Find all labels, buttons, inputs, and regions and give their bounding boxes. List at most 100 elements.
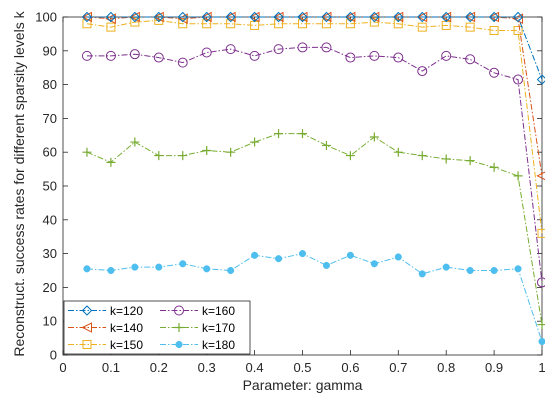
x-tick-label: 0.5 [293,360,311,375]
series-line [87,46,543,283]
y-tick-label: 90 [43,43,57,58]
data-point [417,151,427,161]
data-point [370,260,378,268]
data-point [440,11,452,23]
data-point [203,265,211,273]
data-point [129,11,141,23]
data-point [345,52,356,63]
data-point [418,270,426,278]
legend-swatch-marker [81,305,93,316]
data-point [441,154,451,164]
data-point [225,44,236,55]
data-point [226,147,236,157]
data-point [321,140,331,150]
data-point [227,266,235,275]
data-point [321,11,332,23]
data-point [369,11,380,23]
series-k-180 [83,250,545,346]
data-point [154,151,164,161]
x-tick-label: 0.3 [198,360,216,375]
x-tick-label: 1 [538,360,545,375]
legend-label: k=120 [110,304,143,318]
data-point [274,129,284,139]
legend-item-k-180: k=180 [160,338,235,352]
x-axis-title: Parameter: gamma [243,377,363,393]
legend-label: k=160 [202,304,235,318]
data-point [465,156,475,166]
data-point [130,137,140,147]
data-point [345,11,356,23]
data-point [512,11,524,23]
legend-item-k-170: k=170 [160,321,235,335]
series-line [86,253,543,342]
legend-label: k=180 [202,338,235,352]
data-point [177,11,188,23]
data-point [153,52,164,63]
data-point [536,171,545,181]
data-point [177,57,188,68]
data-point [250,137,260,147]
series-k-160 [81,42,545,288]
y-tick-label: 70 [43,111,57,126]
y-axis-title: Reconstruct. success rates for different… [11,10,27,356]
data-point [536,74,545,85]
data-point [489,67,500,78]
data-point [514,265,522,273]
legend-item-k-120: k=120 [68,304,143,318]
legend-label: k=150 [110,338,143,352]
y-tick-label: 60 [43,145,57,160]
data-point [369,50,380,61]
data-point [537,277,545,288]
data-point [105,50,116,61]
y-tick-label: 10 [43,314,57,329]
y-tick-label: 30 [43,246,57,261]
data-point [81,50,92,61]
data-point [417,66,428,77]
series-line [87,16,543,80]
data-point [249,11,260,23]
legend-item-k-160: k=160 [160,304,235,318]
data-point [538,337,545,346]
data-point [131,263,139,271]
data-point [297,11,308,23]
data-point [129,49,140,60]
legend-label: k=140 [110,321,143,335]
y-tick-label: 20 [43,280,57,295]
data-point [225,11,236,23]
data-point [178,19,188,29]
data-point [155,263,163,271]
data-point [249,50,260,61]
legend-swatch-marker [175,340,183,349]
data-point [537,320,545,330]
data-point [321,42,332,53]
legend-swatch-marker [174,305,184,316]
y-tick-label: 0 [50,348,57,363]
data-point [345,151,355,161]
series-k-120 [81,11,545,85]
legend-swatch-marker [81,322,92,333]
data-point [106,157,116,167]
x-tick-label: 0.8 [437,360,455,375]
data-point [201,11,212,23]
data-point [105,11,117,23]
data-point [441,50,452,61]
x-tick-label: 0.1 [102,360,120,375]
x-tick-label: 0.6 [341,360,359,375]
data-point [130,17,140,27]
series-k-140 [81,11,545,181]
data-point [322,261,331,269]
y-tick-label: 50 [43,179,57,194]
series-line [86,19,543,234]
data-point [369,17,379,27]
data-point [489,26,499,36]
data-point [107,266,115,275]
data-point [275,255,283,263]
x-tick-label: 0.7 [389,360,407,375]
data-point [106,22,116,32]
data-point [297,42,308,53]
data-point [83,265,91,273]
data-point [273,11,284,23]
data-point [298,129,307,139]
data-point [465,22,475,32]
data-point [513,74,524,85]
